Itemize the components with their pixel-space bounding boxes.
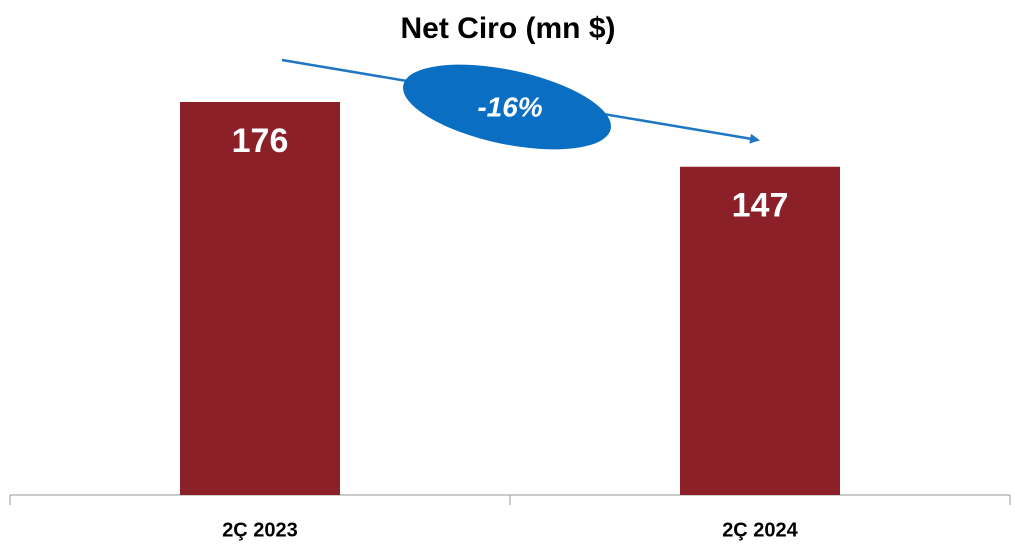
plot-area: 2Ç 2023 176 2Ç 2024 147 <box>9 102 1011 541</box>
bar <box>680 166 840 495</box>
x-tick-label: 2Ç 2023 <box>222 519 298 541</box>
change-badge <box>403 64 611 150</box>
bar <box>180 102 340 495</box>
value-label: 147 <box>732 187 789 225</box>
value-label: 176 <box>232 122 289 160</box>
x-tick-label: 2Ç 2024 <box>722 519 798 541</box>
chart-title: Net Ciro (mn $) <box>400 12 615 45</box>
change-label: -16% <box>477 91 542 122</box>
